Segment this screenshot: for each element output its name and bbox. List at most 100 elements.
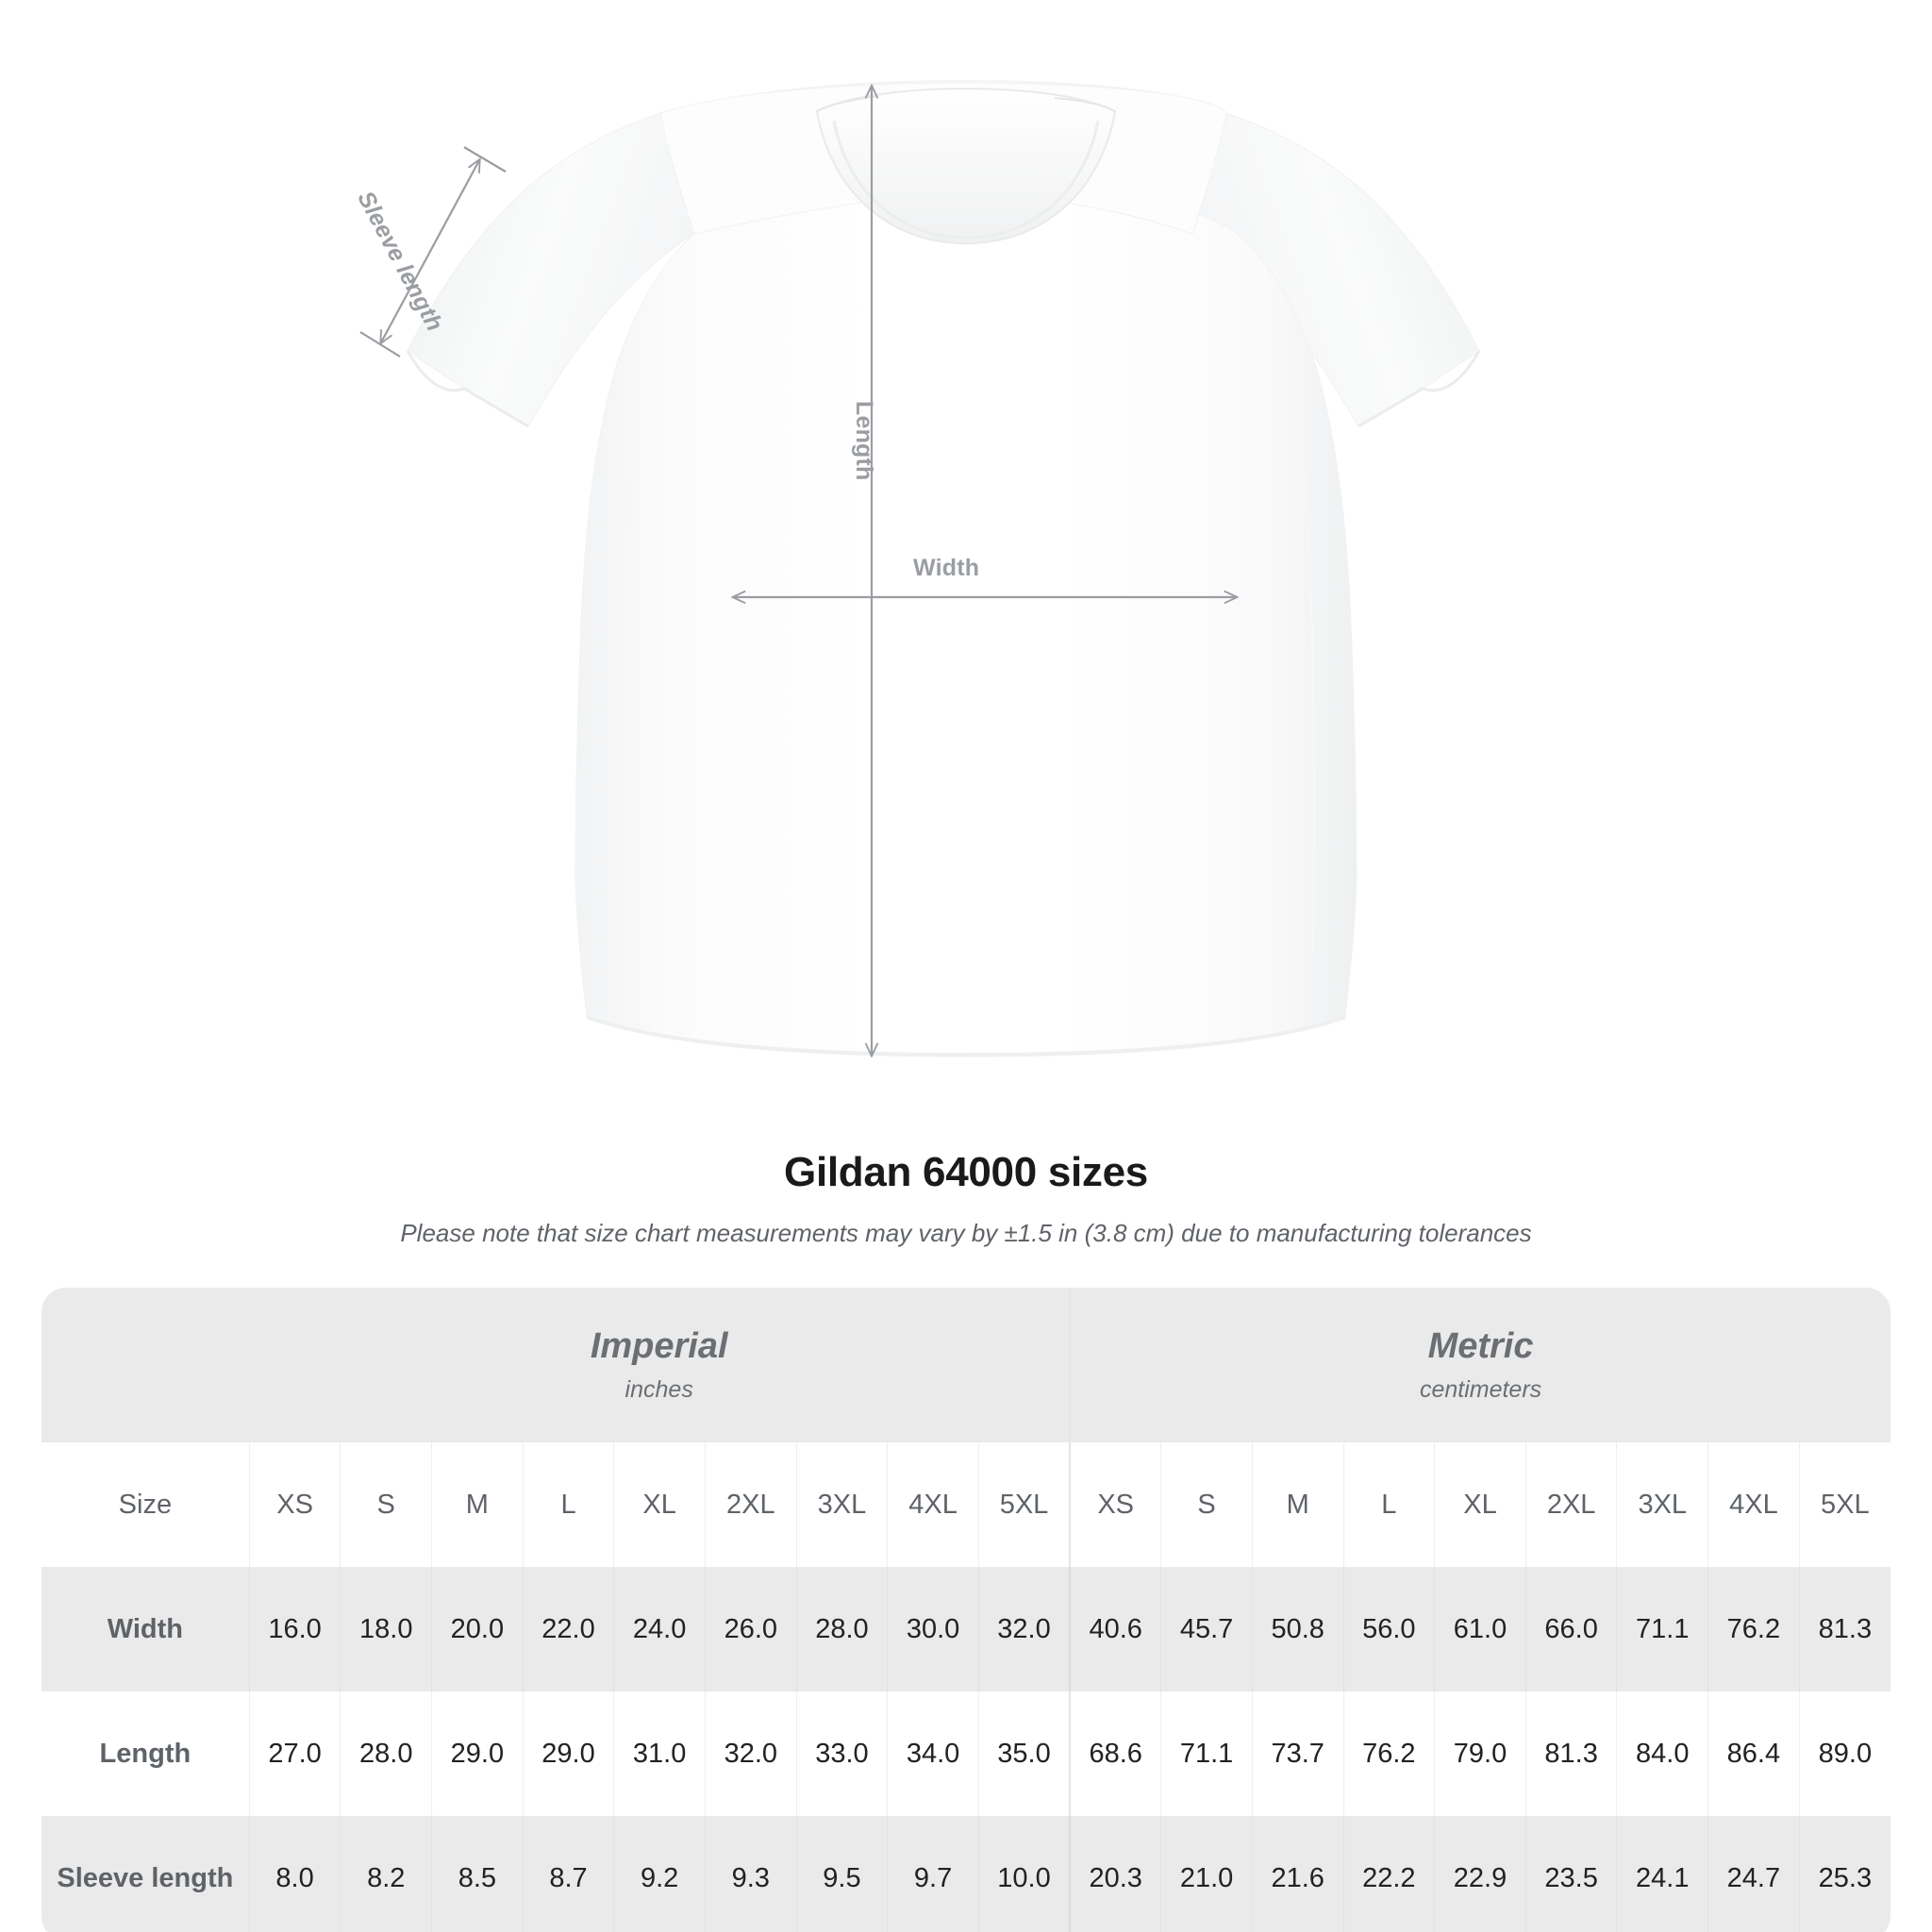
- cell-length-imperial-XL: 31.0: [613, 1691, 706, 1816]
- shirt-stage: Sleeve length Length Width: [352, 79, 1481, 1123]
- cell-length-imperial-L: 29.0: [522, 1691, 614, 1816]
- size-header-cell-imperial-2XL: 2XL: [704, 1442, 797, 1567]
- cell-sleeve-length-metric-4XL: 24.7: [1707, 1816, 1800, 1932]
- size-column-header: Size: [42, 1442, 250, 1567]
- size-header-cell-metric-4XL: 4XL: [1707, 1442, 1800, 1567]
- fold-right: [1300, 442, 1316, 954]
- cell-sleeve-length-imperial-M: 8.5: [431, 1816, 524, 1932]
- cell-sleeve-length-imperial-L: 8.7: [522, 1816, 614, 1932]
- bottom-hem: [586, 1015, 1346, 1058]
- size-table-container: Imperial inches Metric centimeters Size XS S M L…: [42, 1288, 1890, 1932]
- size-header-cell-metric-XS: XS: [1069, 1442, 1161, 1567]
- garment-illustration: Sleeve length Length Width: [352, 79, 1481, 1123]
- cell-width-metric-S: 45.7: [1160, 1567, 1253, 1691]
- cell-sleeve-length-metric-S: 21.0: [1160, 1816, 1253, 1932]
- cell-length-imperial-2XL: 32.0: [704, 1691, 797, 1816]
- size-header-cell-imperial-XS: XS: [248, 1442, 341, 1567]
- unit-title: Imperial: [590, 1325, 728, 1366]
- cell-length-imperial-4XL: 34.0: [887, 1691, 979, 1816]
- table-row: Sleeve length 8.0 8.2 8.5 8.7 9.2 9.3 9.5 9.7 10.…: [42, 1816, 1890, 1932]
- shirt-body: [575, 184, 1357, 1058]
- cell-sleeve-length-imperial-4XL: 9.7: [887, 1816, 979, 1932]
- unit-header-corner: [42, 1288, 250, 1442]
- cell-length-imperial-XS: 27.0: [248, 1691, 341, 1816]
- row-label-width: Width: [42, 1567, 250, 1691]
- cell-length-metric-4XL: 86.4: [1707, 1691, 1800, 1816]
- cell-sleeve-length-metric-M: 21.6: [1251, 1816, 1344, 1932]
- cell-width-metric-L: 56.0: [1342, 1567, 1435, 1691]
- size-header-cell-metric-XL: XL: [1434, 1442, 1526, 1567]
- unit-header-row: Imperial inches Metric centimeters: [42, 1288, 1890, 1442]
- sleeve-left: [407, 112, 695, 427]
- cell-length-metric-2XL: 81.3: [1524, 1691, 1617, 1816]
- cell-sleeve-length-metric-3XL: 24.1: [1616, 1816, 1708, 1932]
- cell-length-metric-XS: 68.6: [1069, 1691, 1161, 1816]
- cell-width-imperial-3XL: 28.0: [795, 1567, 888, 1691]
- size-header-cell-imperial-3XL: 3XL: [795, 1442, 888, 1567]
- size-table: Imperial inches Metric centimeters Size XS S M L…: [42, 1288, 1890, 1932]
- unit-title: Metric: [1427, 1325, 1534, 1366]
- cell-width-imperial-M: 20.0: [431, 1567, 524, 1691]
- unit-subtitle: centimeters: [1419, 1376, 1542, 1404]
- collar-inner: [832, 120, 1100, 240]
- width-label: Width: [913, 555, 980, 581]
- size-header-cell-imperial-M: M: [431, 1442, 524, 1567]
- cell-sleeve-length-metric-XS: 20.3: [1069, 1816, 1161, 1932]
- cell-length-metric-3XL: 84.0: [1616, 1691, 1708, 1816]
- collar-right-edge: [1054, 97, 1116, 112]
- cell-width-metric-4XL: 76.2: [1707, 1567, 1800, 1691]
- unit-header-metric: Metric centimeters: [1069, 1288, 1890, 1442]
- cell-sleeve-length-imperial-2XL: 9.3: [704, 1816, 797, 1932]
- cell-width-imperial-XS: 16.0: [248, 1567, 341, 1691]
- size-header-cell-metric-2XL: 2XL: [1524, 1442, 1617, 1567]
- tshirt-shape: [406, 79, 1481, 1058]
- size-header-cell-metric-M: M: [1251, 1442, 1344, 1567]
- cell-sleeve-length-imperial-3XL: 9.5: [795, 1816, 888, 1932]
- cell-width-metric-XS: 40.6: [1069, 1567, 1161, 1691]
- dimension-guides: [359, 87, 1236, 1055]
- cell-sleeve-length-imperial-XL: 9.2: [613, 1816, 706, 1932]
- cell-length-metric-5XL: 89.0: [1798, 1691, 1890, 1816]
- cell-width-metric-2XL: 66.0: [1524, 1567, 1617, 1691]
- cell-sleeve-length-imperial-XS: 8.0: [248, 1816, 341, 1932]
- size-header-cell-imperial-5XL: 5XL: [977, 1442, 1071, 1567]
- length-label: Length: [851, 401, 877, 481]
- cell-width-imperial-2XL: 26.0: [704, 1567, 797, 1691]
- cell-length-imperial-M: 29.0: [431, 1691, 524, 1816]
- cell-length-imperial-S: 28.0: [340, 1691, 432, 1816]
- sleeve-hem-left: [406, 350, 529, 428]
- cell-width-metric-3XL: 71.1: [1616, 1567, 1708, 1691]
- page-title: Gildan 64000 sizes: [784, 1149, 1148, 1195]
- fold-left: [620, 442, 636, 954]
- table-row: Length 27.0 28.0 29.0 29.0 31.0 32.0 33.0 34.0 35…: [42, 1691, 1890, 1816]
- cell-sleeve-length-metric-XL: 22.9: [1434, 1816, 1526, 1932]
- size-header-cell-metric-3XL: 3XL: [1616, 1442, 1708, 1567]
- size-header-cell-imperial-S: S: [340, 1442, 432, 1567]
- sleeve-arrow: [381, 160, 479, 342]
- collar-band: [815, 87, 1117, 245]
- unit-header-imperial: Imperial inches: [249, 1288, 1071, 1442]
- heading-block: Gildan 64000 sizes Please note that size…: [0, 1149, 1932, 1248]
- cell-sleeve-length-imperial-S: 8.2: [340, 1816, 432, 1932]
- cell-sleeve-length-metric-L: 22.2: [1342, 1816, 1435, 1932]
- cell-length-imperial-5XL: 35.0: [977, 1691, 1071, 1816]
- tshirt-diagram-svg: [359, 79, 1481, 1123]
- cell-length-imperial-3XL: 33.0: [795, 1691, 888, 1816]
- row-label-length: Length: [42, 1691, 250, 1816]
- cell-width-metric-5XL: 81.3: [1798, 1567, 1890, 1691]
- tolerance-note: Please note that size chart measurements…: [400, 1219, 1532, 1247]
- cell-length-metric-XL: 79.0: [1434, 1691, 1526, 1816]
- size-header-row: Size XS S M L XL 2XL 3XL 4XL 5XL XS S M L XL 2XL 3XL 4XL 5…: [42, 1442, 1890, 1567]
- cell-sleeve-length-imperial-5XL: 10.0: [977, 1816, 1071, 1932]
- cell-width-imperial-4XL: 30.0: [887, 1567, 979, 1691]
- size-header-cell-metric-L: L: [1342, 1442, 1435, 1567]
- cell-width-imperial-L: 22.0: [522, 1567, 614, 1691]
- cell-length-metric-S: 71.1: [1160, 1691, 1253, 1816]
- table-row: Width 16.0 18.0 20.0 22.0 24.0 26.0 28.0 30.0 32.…: [42, 1567, 1890, 1691]
- cell-sleeve-length-metric-2XL: 23.5: [1524, 1816, 1617, 1932]
- row-label-sleeve-length: Sleeve length: [42, 1816, 250, 1932]
- cell-length-metric-M: 73.7: [1251, 1691, 1344, 1816]
- cell-length-metric-L: 76.2: [1342, 1691, 1435, 1816]
- size-header-cell-metric-5XL: 5XL: [1798, 1442, 1890, 1567]
